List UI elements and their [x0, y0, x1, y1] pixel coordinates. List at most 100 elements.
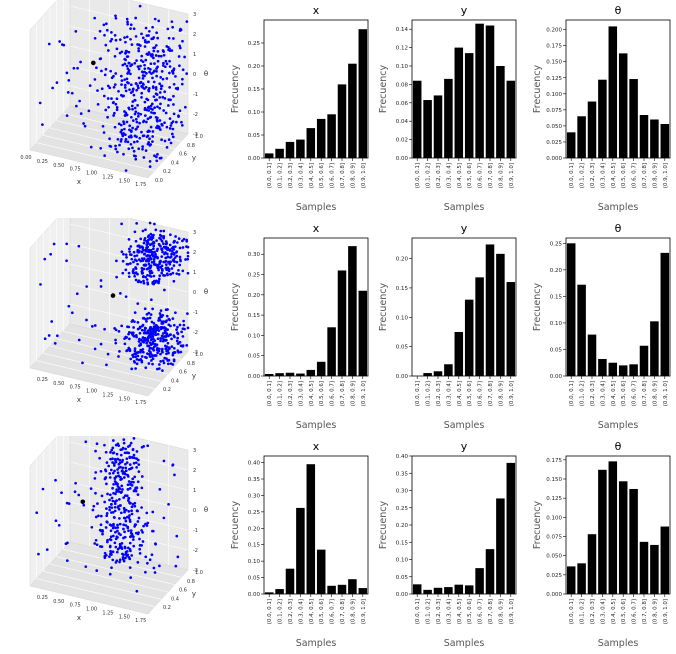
scatter-point — [131, 271, 135, 275]
scatter-point — [115, 47, 119, 51]
scatter-point — [146, 142, 150, 146]
x-tick-label: (0.6, 0.7] — [632, 381, 638, 406]
scatter-point — [99, 146, 103, 150]
scatter-3d-row-1: 0.000.250.500.751.001.251.501.75x 0.00.20… — [20, 0, 208, 188]
scatter-point — [47, 334, 51, 337]
scatter-point — [77, 244, 81, 248]
scatter-point — [118, 546, 122, 550]
scatter-point — [148, 558, 152, 562]
scatter-point — [181, 269, 185, 273]
scatter-point — [154, 98, 157, 102]
scatter-point — [178, 64, 181, 68]
scatter-point — [91, 325, 94, 328]
scatter-point — [175, 534, 179, 538]
scatter-point — [165, 125, 169, 129]
scatter-point — [152, 322, 156, 325]
scatter-point — [165, 146, 169, 149]
grid-line — [49, 127, 169, 157]
scatter-point — [102, 23, 106, 27]
x-tick-label: (0.1, 0.2] — [426, 163, 432, 188]
scatter-point — [106, 115, 109, 119]
y-tick-label: 0.050 — [546, 124, 562, 130]
scatter-point — [127, 147, 131, 151]
x-tick-label: (0.6, 0.7] — [330, 163, 336, 188]
y-tick-label: 0.8 — [187, 143, 195, 149]
histogram-bar — [660, 526, 670, 594]
scatter-point — [65, 71, 69, 75]
scatter-point — [141, 324, 144, 328]
scatter-point — [118, 558, 122, 562]
scatter-point — [134, 157, 138, 161]
scatter-point — [70, 311, 74, 315]
scatter-point — [118, 517, 121, 520]
scatter-point — [108, 508, 111, 512]
scatter-point — [122, 516, 126, 520]
scatter-point — [123, 451, 127, 455]
scatter-point — [143, 67, 147, 71]
scatter-point — [119, 74, 123, 78]
scatter-point — [141, 259, 145, 262]
scatter-point — [143, 100, 147, 104]
scatter-point — [154, 115, 158, 119]
scatter-point — [146, 444, 150, 448]
histogram-bar — [444, 587, 453, 594]
scatter-point — [149, 248, 153, 252]
scatter-point — [171, 271, 175, 275]
scatter-point — [127, 275, 131, 279]
scatter-point — [165, 62, 169, 66]
scatter-point — [169, 141, 173, 145]
x-tick-label: (0.1, 0.2] — [278, 599, 284, 624]
scatter-point — [172, 37, 175, 40]
scatter-point — [156, 255, 159, 259]
scatter-point — [145, 313, 149, 316]
x-tick-label: (0.3, 0.4] — [298, 599, 304, 624]
x-tick-label: 0.50 — [53, 599, 64, 605]
scatter-point — [175, 260, 179, 264]
scatter-point — [160, 138, 163, 142]
scatter-point — [171, 245, 175, 249]
scatter-point — [177, 268, 180, 272]
scatter-point — [170, 267, 174, 270]
scatter-point — [151, 37, 155, 40]
y-tick-label: 0.35 — [396, 471, 409, 477]
scatter-point — [113, 477, 117, 480]
scatter-point — [141, 70, 145, 74]
scatter-point — [167, 346, 171, 350]
scatter-point — [144, 26, 148, 30]
y-tick-label: 0.25 — [248, 510, 261, 516]
y-tick-label: 0.075 — [546, 108, 562, 114]
x-tick-label: (0.2, 0.3] — [590, 381, 596, 406]
scatter-point — [98, 29, 102, 33]
scatter-point — [124, 169, 128, 172]
scatter-point — [175, 272, 179, 276]
scatter-point — [174, 75, 177, 78]
y-tick-label: 0.150 — [546, 60, 562, 66]
x-tick-label: (0.4, 0.5] — [309, 599, 315, 624]
scatter-point — [110, 566, 113, 570]
scatter-point — [166, 246, 170, 250]
histogram-bar — [650, 321, 659, 376]
scatter-point — [134, 110, 138, 114]
scatter-point — [156, 36, 160, 40]
y-tick-label: 0.200 — [546, 28, 562, 34]
y-tick-label: 0.10 — [550, 321, 563, 327]
scatter-point — [159, 54, 163, 58]
z-tick-label: -3 — [193, 132, 198, 138]
scatter-point — [132, 453, 136, 457]
scatter-point — [129, 529, 133, 532]
scatter-point — [120, 547, 124, 550]
scatter-point — [178, 246, 182, 250]
scatter-point — [152, 56, 155, 60]
histogram-bar — [598, 79, 607, 158]
y-tick-label: 0.14 — [396, 27, 409, 33]
scatter-point — [108, 493, 112, 497]
scatter-point — [55, 334, 59, 338]
scatter-point — [174, 564, 178, 568]
scatter-point — [135, 59, 138, 63]
scatter-point — [128, 463, 132, 466]
scatter-point — [180, 82, 184, 86]
histogram-bar — [264, 373, 274, 376]
scatter-point — [109, 524, 113, 527]
scatter-point — [148, 160, 152, 163]
scatter-point — [131, 90, 135, 93]
